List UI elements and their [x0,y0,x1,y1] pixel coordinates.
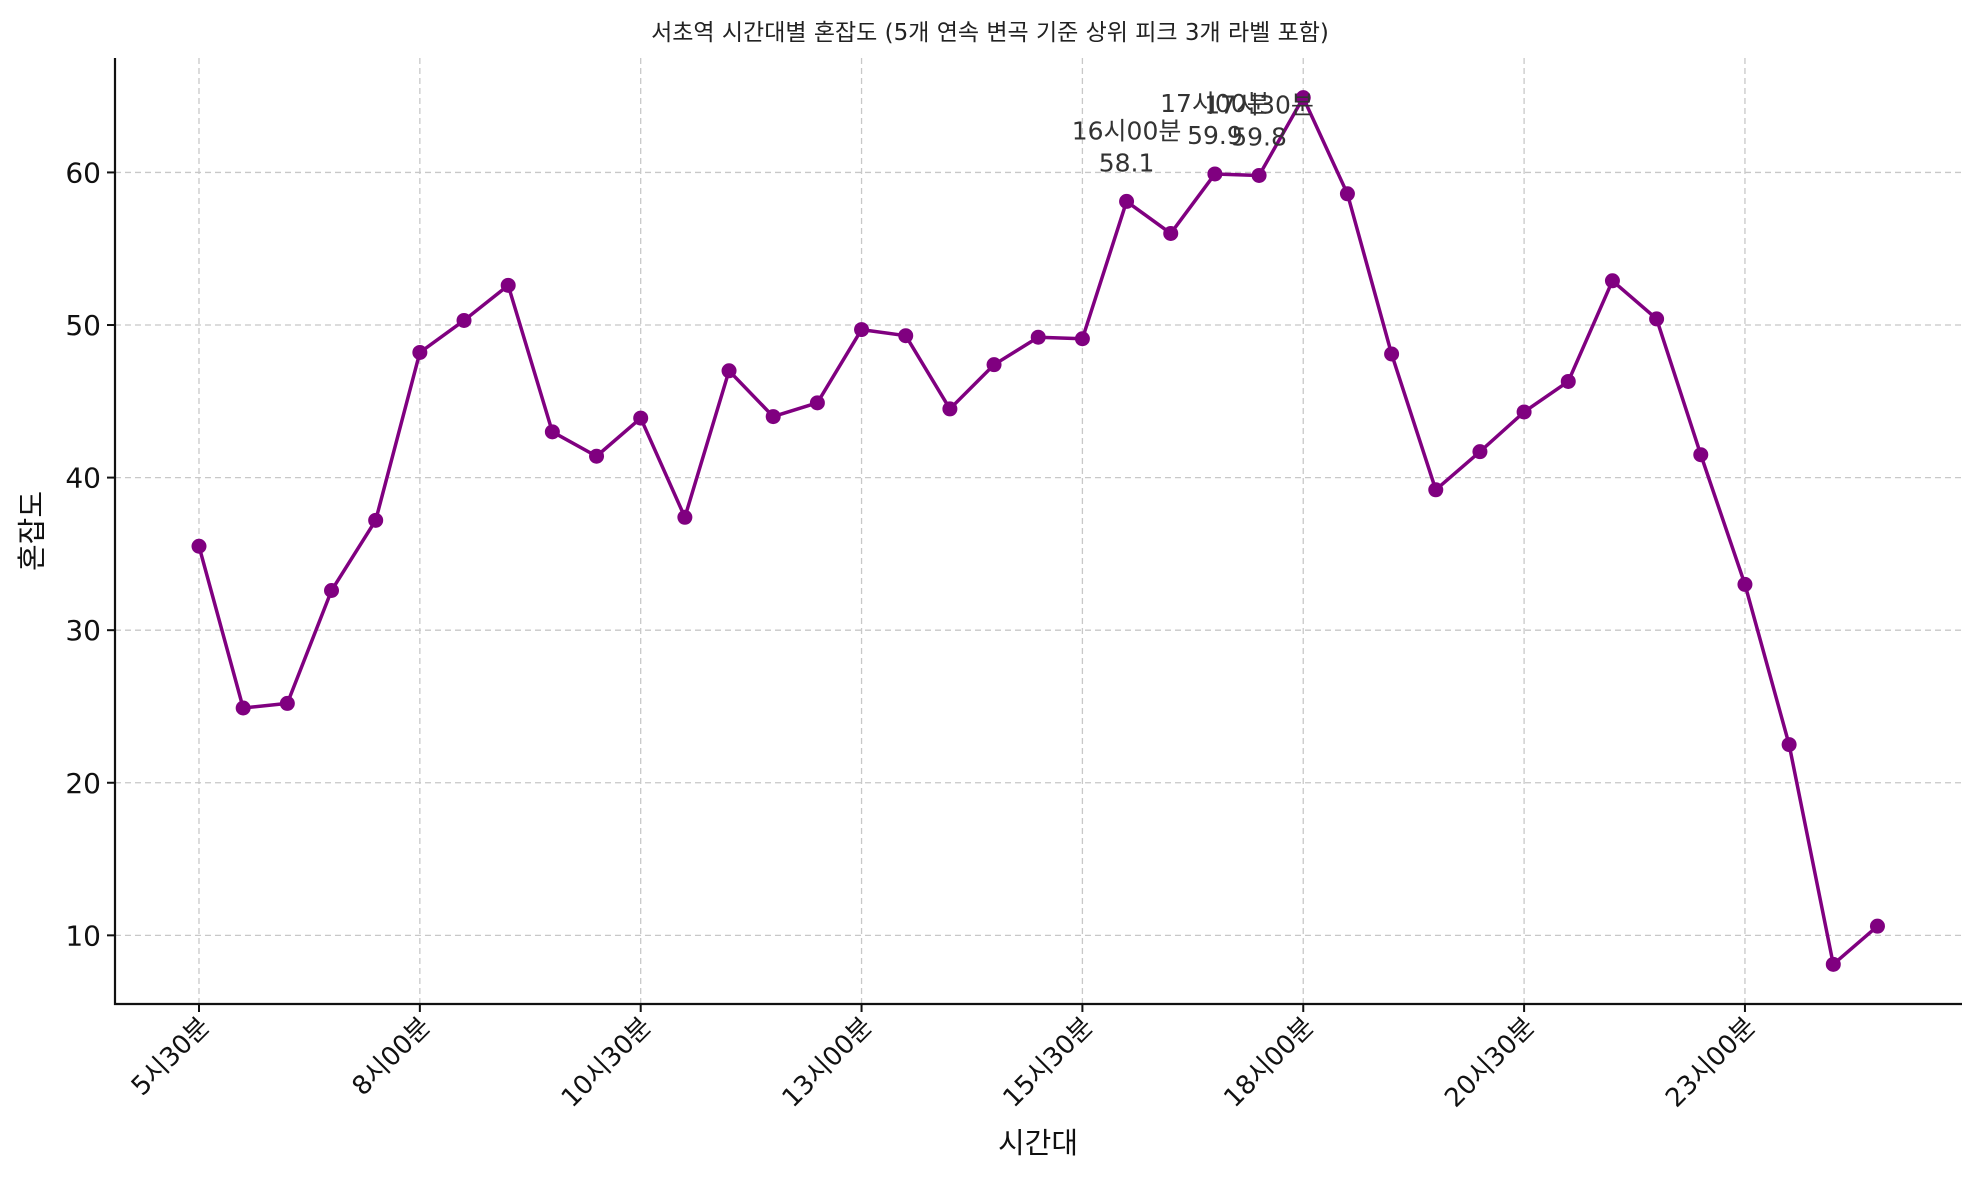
x-axis-label: 시간대 [998,1126,1078,1160]
data-point [1030,329,1046,345]
annotation-value: 59.9 [1187,121,1243,150]
data-point [986,357,1002,373]
data-point [368,512,384,528]
data-point [1869,918,1885,934]
data-point [1207,166,1223,182]
data-point [1693,447,1709,463]
data-point [412,344,428,360]
data-point [1339,186,1355,202]
series-line [197,95,1879,967]
axis-spine [113,58,1962,1006]
data-point [1251,167,1267,183]
annotation-value: 58.1 [1099,148,1155,177]
data-point [854,322,870,338]
data-point [191,538,207,554]
data-point [279,695,295,711]
data-point [1516,404,1532,420]
chart-title: 서초역 시간대별 혼잡도 (5개 연속 변곡 기준 상위 피크 3개 라벨 포함… [651,20,1329,46]
data-point [1428,482,1444,498]
data-point [1119,193,1135,209]
data-point [898,328,914,344]
data-point [235,700,251,716]
data-point [1781,737,1797,753]
data-point [809,395,825,411]
data-point [1472,444,1488,460]
x-tick-label: 20시30분 [1439,1012,1541,1114]
data-point [1163,225,1179,241]
data-point [1074,331,1090,347]
x-tick-label: 23시00분 [1660,1012,1762,1114]
x-tick-label: 18시00분 [1218,1012,1320,1114]
x-tick-label: 15시30분 [998,1012,1100,1114]
data-point [1825,956,1841,972]
data-point [589,448,605,464]
x-tick-label: 13시00분 [777,1012,879,1114]
data-point [1737,576,1753,592]
x-tick-label: 8시00분 [347,1012,437,1102]
annotation-time: 16시00분 [1072,116,1182,145]
annotation-value: 59.8 [1231,122,1287,151]
annotation-time: 17시30분 [1204,90,1314,119]
data-point [544,424,560,440]
grid-lines [115,58,1962,1004]
y-tick-label: 50 [65,309,101,342]
y-axis-label: 혼잡도 [15,491,49,571]
annotation-time: 17시00분 [1160,89,1270,118]
y-tick-label: 40 [65,462,101,495]
data-point [324,583,340,599]
y-tick-label: 60 [65,156,101,189]
data-point [1649,311,1665,327]
y-tick-label: 10 [65,919,101,952]
data-point [633,410,649,426]
data-point [1604,273,1620,289]
x-tick-label: 5시30분 [126,1012,216,1102]
data-point [500,277,516,293]
data-point [456,312,472,328]
data-point [1560,373,1576,389]
data-point [721,363,737,379]
y-tick-label: 30 [65,614,101,647]
y-tick-label: 20 [65,767,101,800]
data-point [677,509,693,525]
data-point [1295,90,1311,106]
series-layer [191,90,1885,972]
x-tick-label: 10시30분 [556,1012,658,1114]
data-point [1384,346,1400,362]
axes: 10 20 30 40 50 60 5시30분 8시00분 10시30분 13시00분 15시30분… [65,58,1962,1114]
data-point [942,401,958,417]
data-point [765,409,781,425]
